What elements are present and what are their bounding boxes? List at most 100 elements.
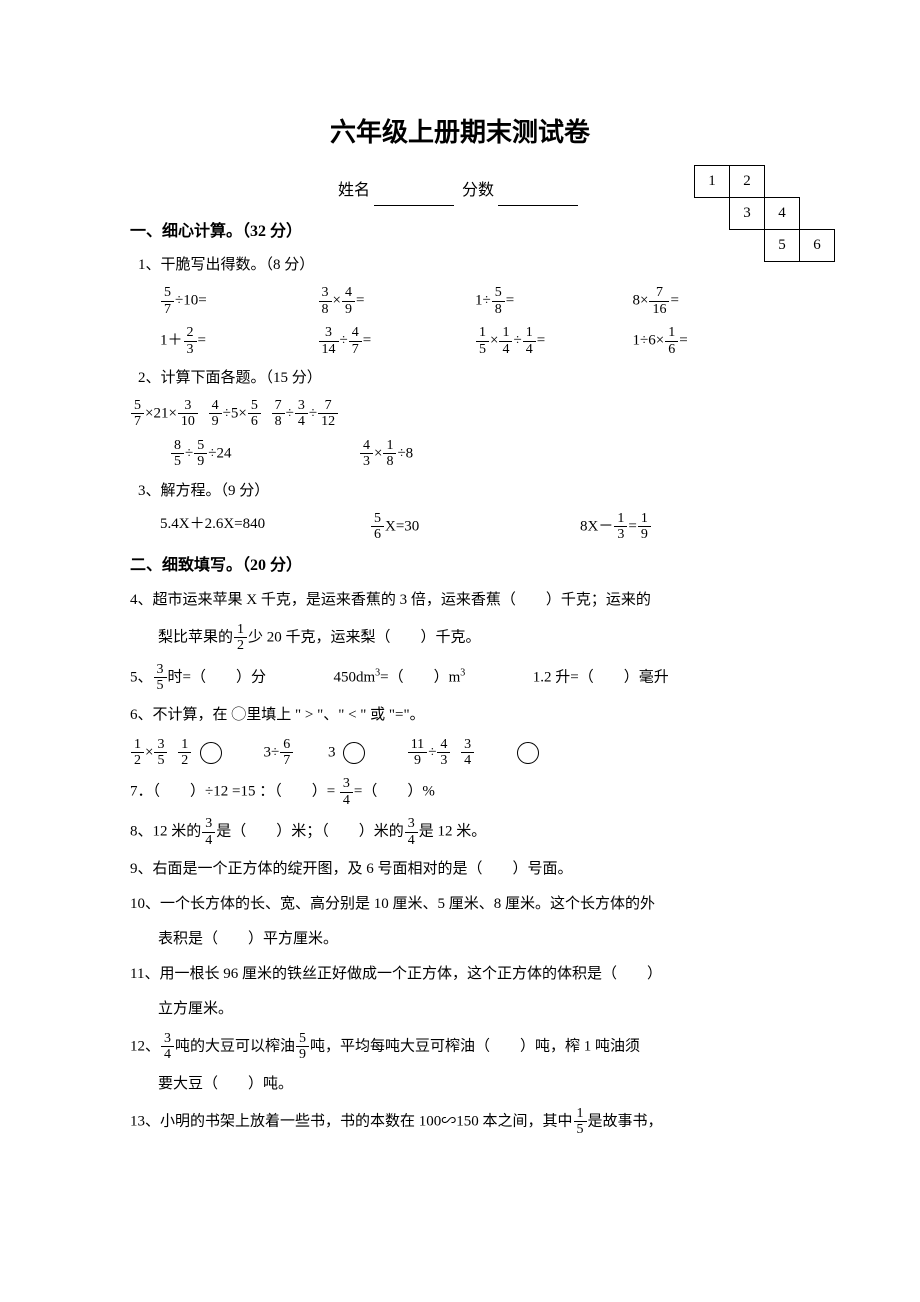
f: 1 (476, 325, 489, 341)
f: 4 (161, 1047, 174, 1062)
f: 3 (360, 454, 373, 469)
f: 7 (649, 285, 669, 301)
problem-1-label: 1、干脆写出得数。（8 分） (138, 252, 790, 279)
t: 12、 (130, 1038, 160, 1054)
circle-blank (343, 742, 365, 764)
page-title: 六年级上册期末测试卷 (130, 110, 790, 157)
f: 4 (499, 342, 512, 357)
f: 4 (405, 833, 418, 848)
circle-blank (200, 742, 222, 764)
q13: 13、小明的书架上放着一些书，书的本数在 100∽150 本之间，其中15是故事… (130, 1106, 790, 1138)
cube-cell-4: 4 (765, 198, 800, 230)
t: ÷10= (175, 293, 207, 309)
f: 5 (574, 1122, 587, 1137)
eq-a: 5.4X＋2.6X=840 (160, 511, 370, 543)
f: 5 (131, 398, 144, 414)
f: 1 (523, 325, 536, 341)
f: 11 (408, 737, 427, 753)
t: 梨比苹果的 (158, 629, 233, 645)
t: 少 20 千克，运来梨（ ）千克。 (248, 629, 481, 645)
f: 9 (638, 527, 651, 542)
t: 450dm (333, 669, 375, 685)
circle-blank (517, 742, 539, 764)
f: 4 (360, 438, 373, 454)
f: 3 (161, 1031, 174, 1047)
cube-cell-3: 3 (730, 198, 765, 230)
score-label: 分数 (462, 182, 494, 199)
f: 6 (371, 527, 384, 542)
q5: 5、35时=（ ）分 450dm3=（ ）m3 1.2 升=（ ）毫升 (130, 662, 790, 694)
f: 3 (461, 737, 474, 753)
name-label: 姓名 (338, 182, 370, 199)
cube-cell-1: 1 (695, 166, 730, 198)
f: 3 (202, 816, 215, 832)
f: 10 (178, 414, 198, 429)
f: 16 (649, 302, 669, 317)
f: 3 (154, 662, 167, 678)
t: 7．（ ）÷12 =15 ：（ ）= (130, 784, 339, 800)
t: 时=（ ）分 (168, 669, 266, 685)
section-1-header: 一、细心计算。（32 分） (130, 218, 790, 247)
f: 5 (296, 1031, 309, 1047)
t: 是故事书， (588, 1113, 663, 1129)
f: 5 (154, 678, 167, 693)
q4-b: 梨比苹果的12少 20 千克，运来梨（ ）千克。 (158, 622, 790, 654)
f: 6 (248, 414, 261, 429)
f: 5 (171, 454, 184, 469)
t: 13、小明的书架上放着一些书，书的本数在 100∽150 本之间，其中 (130, 1113, 573, 1129)
f: 6 (280, 737, 293, 753)
t: 5、 (130, 669, 153, 685)
f: 14 (319, 342, 339, 357)
p3-row: 5.4X＋2.6X=840 56X=30 8X－13=19 (160, 511, 790, 543)
t: 是（ ）米；（ ）米的 (216, 824, 404, 840)
f: 4 (202, 833, 215, 848)
f: 7 (161, 302, 174, 317)
p1-row2: 1＋23= 314÷47= 15×14÷14= 1÷6×16= (160, 325, 790, 357)
f: 4 (437, 737, 450, 753)
problem-3-label: 3、解方程。（9 分） (138, 478, 790, 505)
f: 9 (342, 302, 355, 317)
f: 7 (280, 753, 293, 768)
f: 2 (234, 638, 247, 653)
f: 8 (319, 302, 332, 317)
f: 4 (342, 285, 355, 301)
f: 8 (171, 438, 184, 454)
t: 8、12 米的 (130, 824, 201, 840)
q4-a: 4、超市运来苹果 X 千克，是运来香蕉的 3 倍，运来香蕉（ ）千克；运来的 (130, 587, 790, 614)
p2-row1: 57×21×310 49÷5×56 78÷34÷712 (130, 398, 790, 430)
f: 4 (340, 793, 353, 808)
q10a: 10、一个长方体的长、宽、高分别是 10 厘米、5 厘米、8 厘米。这个长方体的… (130, 891, 790, 918)
f: 3 (340, 776, 353, 792)
f: 5 (371, 511, 384, 527)
name-score-line: 姓名 分数 (130, 177, 790, 206)
section-2-header: 二、细致填写。（20 分） (130, 552, 790, 581)
f: 5 (476, 342, 489, 357)
q7: 7．（ ）÷12 =15 ：（ ）= 34=（ ）% (130, 776, 790, 808)
f: 9 (296, 1047, 309, 1062)
f: 5 (154, 753, 167, 768)
f: 1 (574, 1106, 587, 1122)
q12a: 12、34吨的大豆可以榨油59吨，平均每吨大豆可榨油（ ）吨，榨 1 吨油须 (130, 1031, 790, 1063)
f: 4 (523, 342, 536, 357)
t: 是 12 米。 (419, 824, 487, 840)
f: 3 (405, 816, 418, 832)
t: =（ ）% (354, 784, 435, 800)
f: 1 (383, 438, 396, 454)
q6-row: 12×35 12 3÷67 3 119÷43 34 (130, 737, 790, 769)
f: 1 (131, 737, 144, 753)
t: =（ ）m (380, 669, 460, 685)
f: 3 (614, 527, 627, 542)
sup: 3 (460, 667, 465, 678)
f: 3 (154, 737, 167, 753)
f: 7 (272, 398, 285, 414)
f: 3 (295, 398, 308, 414)
f: 4 (209, 398, 222, 414)
q8: 8、12 米的34是（ ）米；（ ）米的34是 12 米。 (130, 816, 790, 848)
f: 1 (665, 325, 678, 341)
q12b: 要大豆（ ）吨。 (158, 1071, 790, 1098)
f: 7 (349, 342, 362, 357)
cube-cell-2: 2 (730, 166, 765, 198)
t: 吨，平均每吨大豆可榨油（ ）吨，榨 1 吨油须 (310, 1038, 640, 1054)
q11b: 立方厘米。 (158, 996, 790, 1023)
f: 3 (319, 325, 339, 341)
